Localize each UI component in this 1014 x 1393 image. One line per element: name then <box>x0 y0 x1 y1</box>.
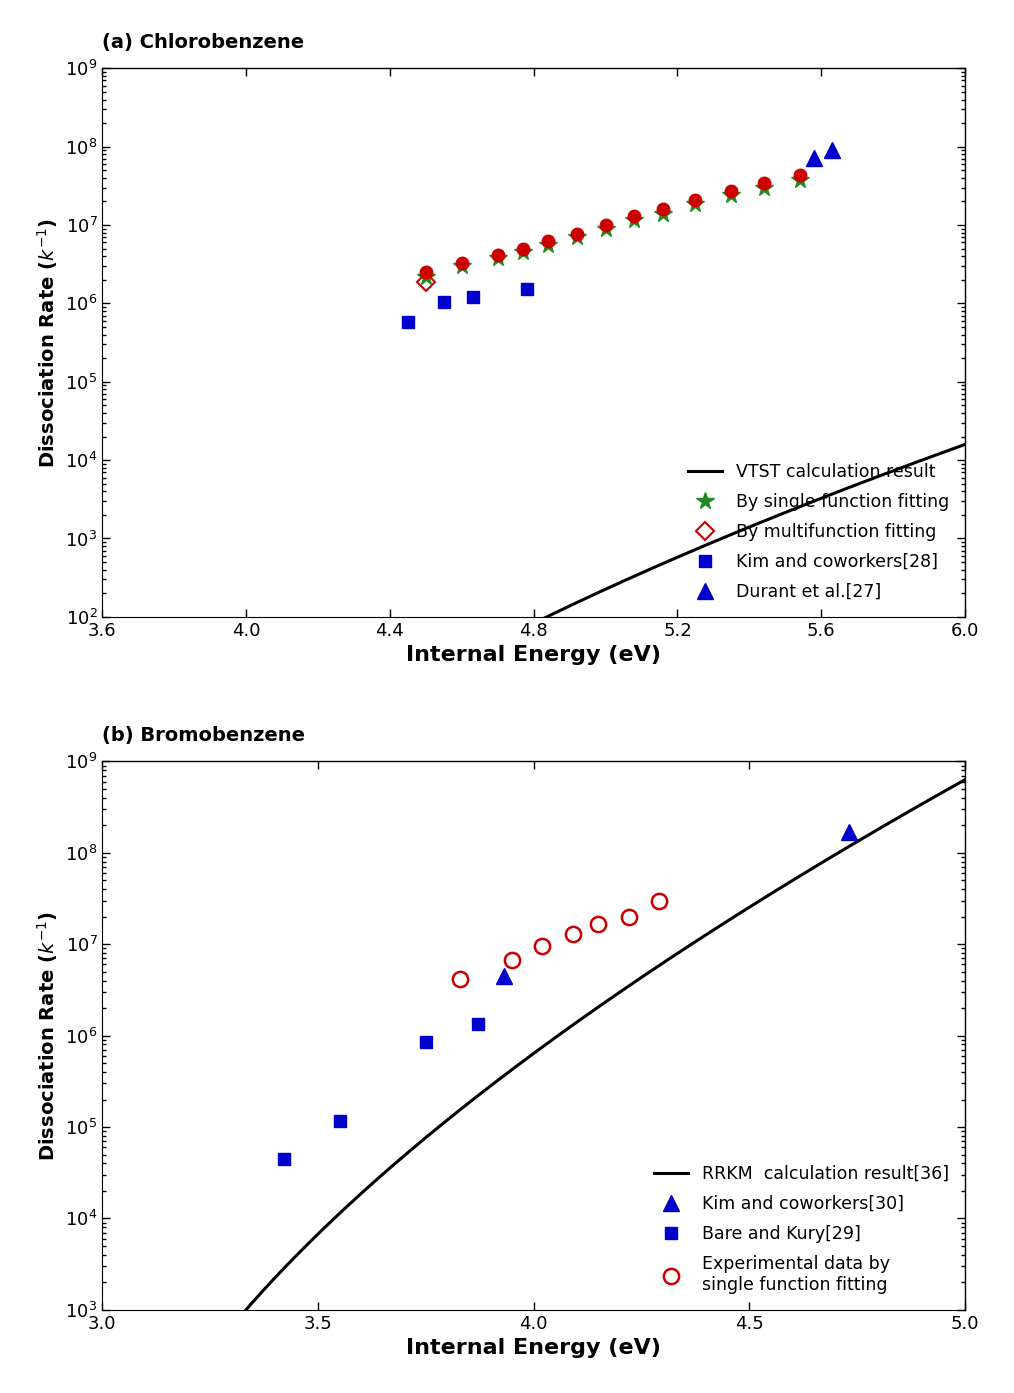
VTST calculation result <box>689 542 701 559</box>
RRKM  calculation result[36] <box>185 1371 197 1387</box>
By single function fitting <box>757 180 770 196</box>
VTST calculation result <box>185 840 197 857</box>
Experimental data by
single function fitting <box>623 908 635 925</box>
VTST calculation result <box>445 657 457 674</box>
Line: Durant et al.[27]: Durant et al.[27] <box>806 142 841 166</box>
Kim and coworkers[30] <box>498 968 510 985</box>
RRKM  calculation result[36] <box>445 1109 457 1126</box>
VTST calculation result <box>769 508 781 525</box>
RRKM  calculation result[36] <box>959 772 971 788</box>
Line: RRKM  calculation result[36]: RRKM calculation result[36] <box>102 780 965 1393</box>
By single function fitting <box>657 205 669 221</box>
Line: Bare and Kury[29]: Bare and Kury[29] <box>277 1017 484 1165</box>
By single function fitting <box>725 187 737 203</box>
Y-axis label: Dissociation Rate ($k^{-1}$): Dissociation Rate ($k^{-1}$) <box>34 217 60 468</box>
Durant et al.[27] <box>826 142 839 159</box>
Line: VTST calculation result: VTST calculation result <box>102 444 965 1009</box>
Line: By single function fitting: By single function fitting <box>417 170 809 286</box>
Experimental data by
single function fitting <box>653 893 665 910</box>
By single function fitting <box>542 237 555 254</box>
RRKM  calculation result[36] <box>785 873 797 890</box>
Bare and Kury[29] <box>278 1151 290 1167</box>
By single function fitting <box>690 196 702 213</box>
Text: (a) Chlorobenzene: (a) Chlorobenzene <box>102 33 304 52</box>
Kim and coworkers[28] <box>466 288 479 305</box>
Kim and coworkers[30] <box>843 823 855 840</box>
Experimental data by
single function fitting <box>536 937 549 954</box>
Experimental data by
single function fitting <box>592 917 604 933</box>
Bare and Kury[29] <box>472 1015 484 1032</box>
Experimental data by
single function fitting <box>454 971 466 988</box>
By single function fitting <box>599 220 611 237</box>
By single function fitting <box>492 249 504 266</box>
RRKM  calculation result[36] <box>477 1084 489 1100</box>
Line: Experimental data by
single function fitting: Experimental data by single function fit… <box>452 893 666 986</box>
By single function fitting <box>420 269 432 286</box>
X-axis label: Internal Energy (eV): Internal Energy (eV) <box>407 1339 661 1358</box>
Line: Kim and coworkers[28]: Kim and coworkers[28] <box>402 283 532 329</box>
Legend: VTST calculation result, By single function fitting, By multifunction fitting, K: VTST calculation result, By single funct… <box>680 456 956 609</box>
By single function fitting <box>571 228 583 245</box>
Kim and coworkers[28] <box>402 313 414 330</box>
VTST calculation result <box>959 436 971 453</box>
By single function fitting <box>517 244 529 260</box>
RRKM  calculation result[36] <box>769 883 781 900</box>
By single function fitting <box>794 171 806 188</box>
Durant et al.[27] <box>808 149 820 166</box>
Line: Kim and coworkers[30]: Kim and coworkers[30] <box>495 823 857 985</box>
Bare and Kury[29] <box>420 1034 432 1050</box>
Legend: RRKM  calculation result[36], Kim and coworkers[30], Bare and Kury[29], Experime: RRKM calculation result[36], Kim and cow… <box>647 1158 956 1301</box>
VTST calculation result <box>477 641 489 657</box>
Experimental data by
single function fitting <box>567 925 579 942</box>
Text: (b) Bromobenzene: (b) Bromobenzene <box>102 726 305 745</box>
Kim and coworkers[28] <box>438 294 450 311</box>
Y-axis label: Dissociation Rate ($k^{-1}$): Dissociation Rate ($k^{-1}$) <box>34 911 60 1160</box>
By single function fitting <box>455 258 467 274</box>
Kim and coworkers[28] <box>520 280 532 297</box>
Experimental data by
single function fitting <box>506 951 518 968</box>
VTST calculation result <box>96 1000 108 1017</box>
By single function fitting <box>629 212 641 228</box>
X-axis label: Internal Energy (eV): Internal Energy (eV) <box>407 645 661 666</box>
RRKM  calculation result[36] <box>689 933 701 950</box>
VTST calculation result <box>785 501 797 518</box>
Bare and Kury[29] <box>334 1113 346 1130</box>
